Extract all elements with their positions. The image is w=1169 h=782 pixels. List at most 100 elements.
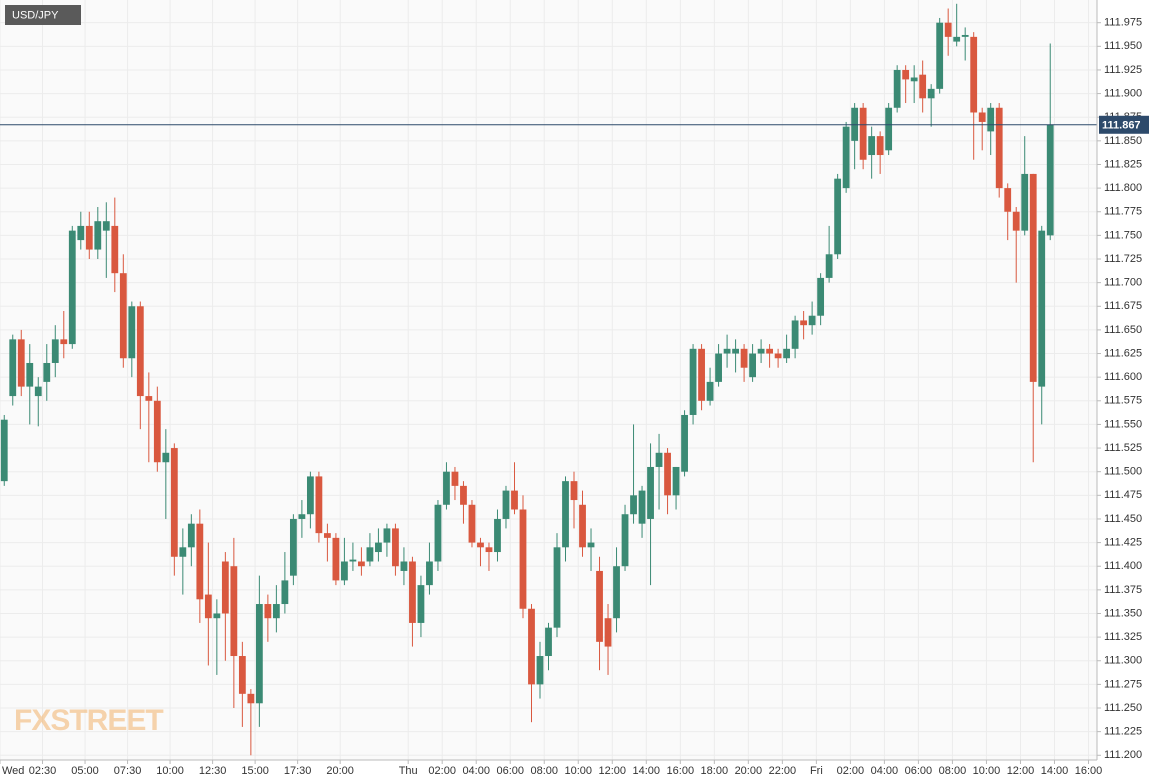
candle-body	[179, 547, 187, 557]
candle-body	[791, 320, 799, 349]
candle-body	[757, 348, 765, 354]
x-tick-label: 18:00	[701, 765, 729, 777]
x-tick-label: 14:00	[633, 765, 661, 777]
candle-body	[306, 476, 314, 515]
candle-body	[502, 490, 510, 519]
candle-body	[136, 306, 144, 397]
y-tick-label: 111.975	[1104, 17, 1142, 29]
y-tick-label: 111.450	[1104, 513, 1142, 525]
candle-body	[68, 230, 76, 345]
candle-body	[936, 22, 944, 89]
candle-body	[187, 523, 195, 548]
candle-body	[944, 22, 952, 37]
candle-body	[477, 542, 484, 548]
x-tick-label: 12:00	[1007, 765, 1035, 777]
x-tick-label: 04:00	[871, 765, 899, 777]
candle-body	[664, 452, 671, 496]
candle-body	[723, 348, 731, 354]
candle-body	[17, 339, 25, 387]
x-tick-label: 20:00	[326, 765, 354, 777]
candle-body	[740, 348, 748, 368]
candle-body	[715, 353, 722, 382]
x-tick-label: 14:00	[1041, 765, 1069, 777]
candle-body	[817, 277, 825, 316]
x-tick-label: 10:00	[973, 765, 1001, 777]
x-tick-label: 02:00	[428, 765, 456, 777]
candle-body	[970, 36, 978, 113]
candle-body	[51, 339, 59, 363]
x-tick-label: 12:00	[599, 765, 627, 777]
candle-body	[119, 273, 127, 359]
candle-body	[9, 339, 17, 397]
candle-body	[681, 414, 688, 472]
candle-body	[519, 509, 527, 609]
candle-body	[43, 362, 51, 382]
candle-body	[434, 504, 442, 562]
y-tick-label: 111.750	[1104, 229, 1142, 241]
y-tick-label: 111.650	[1104, 324, 1142, 336]
candle-body	[358, 561, 365, 567]
candle-body	[238, 656, 246, 694]
x-tick-label: Thu	[399, 765, 418, 777]
candle-body	[349, 559, 357, 562]
candle-body	[392, 528, 399, 567]
candle-body	[1012, 211, 1020, 231]
y-tick-label: 111.675	[1104, 300, 1142, 312]
y-tick-label: 111.200	[1104, 749, 1142, 761]
candle-body	[910, 77, 918, 82]
axis-labels: 111.200 111.225 111.250 111.275 111.300 111.3…	[0, 17, 1149, 777]
candle-body	[570, 481, 578, 501]
candle-body	[255, 604, 263, 704]
candle-body	[94, 221, 102, 250]
candle-body	[579, 504, 586, 548]
candle-body	[366, 547, 374, 562]
candle-body	[604, 618, 612, 647]
candle-body	[77, 225, 85, 241]
candle-body	[145, 396, 153, 401]
candle-body	[289, 518, 297, 576]
y-tick-label: 111.700	[1104, 277, 1142, 289]
x-tick-label: 20:00	[735, 765, 763, 777]
x-tick-label: 05:00	[71, 765, 99, 777]
y-tick-label: 111.850	[1104, 135, 1142, 147]
candle-body	[834, 178, 842, 255]
candle-body	[859, 107, 867, 160]
x-tick-label: 16:00	[667, 765, 695, 777]
x-tick-label: 06:00	[905, 765, 933, 777]
candle-body	[749, 353, 756, 378]
candle-body	[272, 604, 280, 619]
candle-body	[170, 448, 178, 557]
candle-body	[689, 348, 697, 415]
last-price-badge	[1099, 115, 1149, 134]
y-tick-label: 111.225	[1104, 726, 1142, 738]
candle-body	[1004, 188, 1012, 212]
x-tick-label: 07:30	[114, 765, 142, 777]
candle-body	[153, 400, 161, 463]
candle-body	[638, 490, 646, 524]
x-tick-label: 15:00	[241, 765, 269, 777]
watermark: FXSTREET	[14, 704, 163, 737]
candle-body	[698, 348, 705, 401]
x-tick-label: 22:00	[769, 765, 797, 777]
candle-body	[1046, 124, 1054, 236]
candle-body	[417, 585, 425, 623]
y-tick-label: 111.800	[1104, 182, 1142, 194]
candle-body	[102, 221, 110, 231]
candle-body	[281, 580, 289, 605]
x-tick-label: 02:30	[29, 765, 57, 777]
x-tick-label: Fri	[810, 765, 823, 777]
candle-body	[341, 561, 348, 581]
y-tick-label: 111.950	[1104, 40, 1142, 52]
candle-body	[647, 466, 654, 519]
candle-body	[766, 348, 774, 354]
candle-body	[987, 107, 995, 132]
x-tick-label: 12:30	[199, 765, 227, 777]
candle-body	[953, 36, 961, 42]
candle-body	[587, 542, 595, 548]
y-tick-label: 111.500	[1104, 466, 1142, 478]
candle-body	[732, 348, 739, 354]
candles	[0, 3, 1097, 756]
x-tick-label: 04:00	[462, 765, 490, 777]
last-price-label: 111.867	[1102, 120, 1141, 132]
y-tick-label: 111.350	[1104, 607, 1142, 619]
